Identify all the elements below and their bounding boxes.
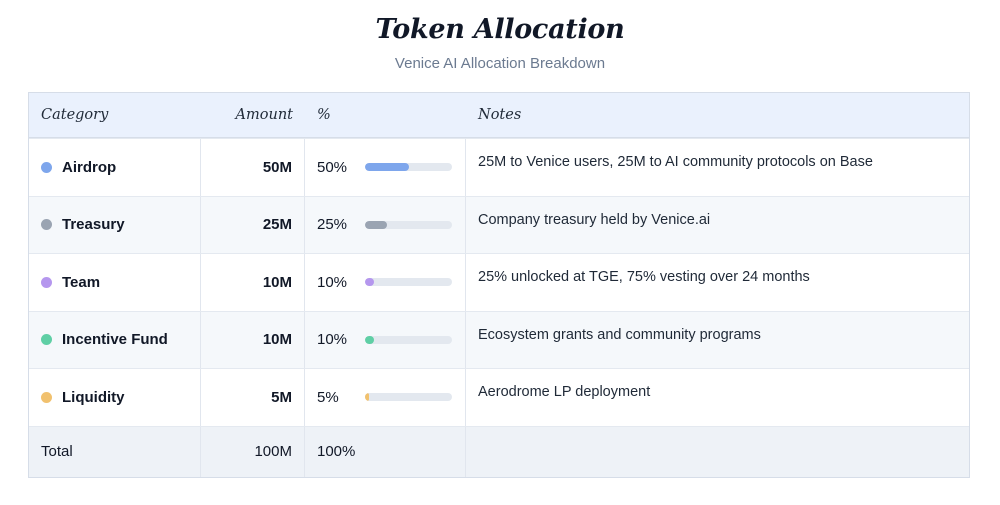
total-label: Total (41, 443, 73, 460)
category-color-dot (41, 391, 52, 403)
header-percent-cell: % (305, 93, 466, 137)
percent-bar-fill (365, 335, 374, 344)
amount-cell: 10M (201, 254, 305, 311)
header-category: Category (41, 107, 109, 123)
amount-value: 25M (262, 216, 292, 234)
table-body: Airdrop 50M 50% 25M to Venice users, 25M… (29, 138, 969, 426)
percent-bar-fill (365, 393, 370, 402)
total-amount-cell: 100M (201, 426, 305, 477)
notes-text: Ecosystem grants and community programs (478, 326, 761, 343)
amount-value: 50M (262, 158, 292, 176)
header-category-cell: Category (29, 93, 201, 137)
percent-bar-track (365, 163, 452, 172)
amount-cell: 50M (201, 139, 305, 196)
header-percent: % (317, 107, 331, 123)
category-cell: Team (29, 254, 201, 311)
percent-bar-track (365, 393, 452, 402)
total-percent-cell: 100% (305, 426, 466, 477)
percent-bar-fill (365, 220, 387, 229)
percent-value: 10% (317, 331, 348, 349)
category-color-dot (41, 219, 52, 231)
percent-bar-track (365, 220, 452, 229)
category-label: Incentive Fund (62, 331, 168, 349)
category-color-dot (41, 276, 52, 288)
header-amount: Amount (235, 107, 293, 123)
notes-text: 25% unlocked at TGE, 75% vesting over 24… (478, 269, 810, 285)
percent-cell: 10% (305, 254, 466, 311)
total-notes-cell (466, 427, 969, 477)
amount-cell: 10M (201, 311, 305, 368)
table-row: Liquidity 5M 5% Aerodrome LP deployment (29, 368, 969, 426)
notes-text: Aerodrome LP deployment (478, 384, 651, 400)
header-notes-cell: Notes (466, 93, 969, 137)
table-row: Treasury 25M 25% Company treasury held b… (29, 195, 969, 254)
notes-cell: Company treasury held by Venice.ai (466, 197, 969, 254)
notes-cell: Aerodrome LP deployment (466, 369, 969, 426)
amount-value: 10M (262, 273, 292, 291)
notes-text: Company treasury held by Venice.ai (478, 211, 711, 228)
percent-cell: 5% (305, 369, 466, 426)
total-amount: 100M (254, 443, 292, 460)
table-total-row: Total 100M 100% (29, 425, 969, 477)
percent-value: 5% (317, 388, 339, 406)
header-amount-cell: Amount (201, 93, 305, 137)
category-label: Liquidity (62, 388, 125, 406)
notes-text: 25M to Venice users, 25M to AI community… (478, 154, 873, 170)
category-cell: Incentive Fund (29, 311, 201, 368)
amount-value: 10M (262, 331, 292, 349)
category-cell: Airdrop (29, 139, 201, 196)
table-row: Airdrop 50M 50% 25M to Venice users, 25M… (29, 138, 969, 196)
total-percent: 100% (317, 443, 356, 460)
percent-bar-fill (365, 278, 374, 287)
amount-value: 5M (271, 388, 292, 406)
page-subtitle: Venice AI Allocation Breakdown (394, 55, 606, 72)
percent-cell: 50% (305, 139, 466, 196)
percent-value: 25% (317, 216, 348, 234)
category-color-dot (41, 334, 52, 346)
category-cell: Liquidity (29, 369, 201, 426)
category-label: Airdrop (62, 158, 117, 176)
table-header-row: Category Amount % Notes (29, 93, 969, 138)
header-notes: Notes (478, 107, 522, 123)
amount-cell: 25M (201, 196, 305, 253)
notes-cell: Ecosystem grants and community programs (466, 312, 969, 369)
percent-value: 10% (317, 273, 348, 291)
allocation-table: Category Amount % Notes Airdrop 50M 50% … (28, 92, 970, 478)
category-color-dot (41, 161, 52, 173)
amount-cell: 5M (201, 369, 305, 426)
percent-cell: 25% (305, 196, 466, 253)
notes-cell: 25M to Venice users, 25M to AI community… (466, 139, 969, 196)
category-label: Team (62, 273, 101, 291)
percent-value: 50% (317, 158, 348, 176)
category-cell: Treasury (29, 196, 201, 253)
table-row: Team 10M 10% 25% unlocked at TGE, 75% ve… (29, 253, 969, 311)
percent-bar-track (365, 335, 452, 344)
percent-bar-fill (365, 163, 409, 172)
category-label: Treasury (62, 216, 125, 234)
table-row: Incentive Fund 10M 10% Ecosystem grants … (29, 310, 969, 369)
page-title: Token Allocation (375, 14, 625, 45)
notes-cell: 25% unlocked at TGE, 75% vesting over 24… (466, 254, 969, 311)
percent-bar-track (365, 278, 452, 287)
total-label-cell: Total (29, 426, 201, 477)
percent-cell: 10% (305, 311, 466, 368)
